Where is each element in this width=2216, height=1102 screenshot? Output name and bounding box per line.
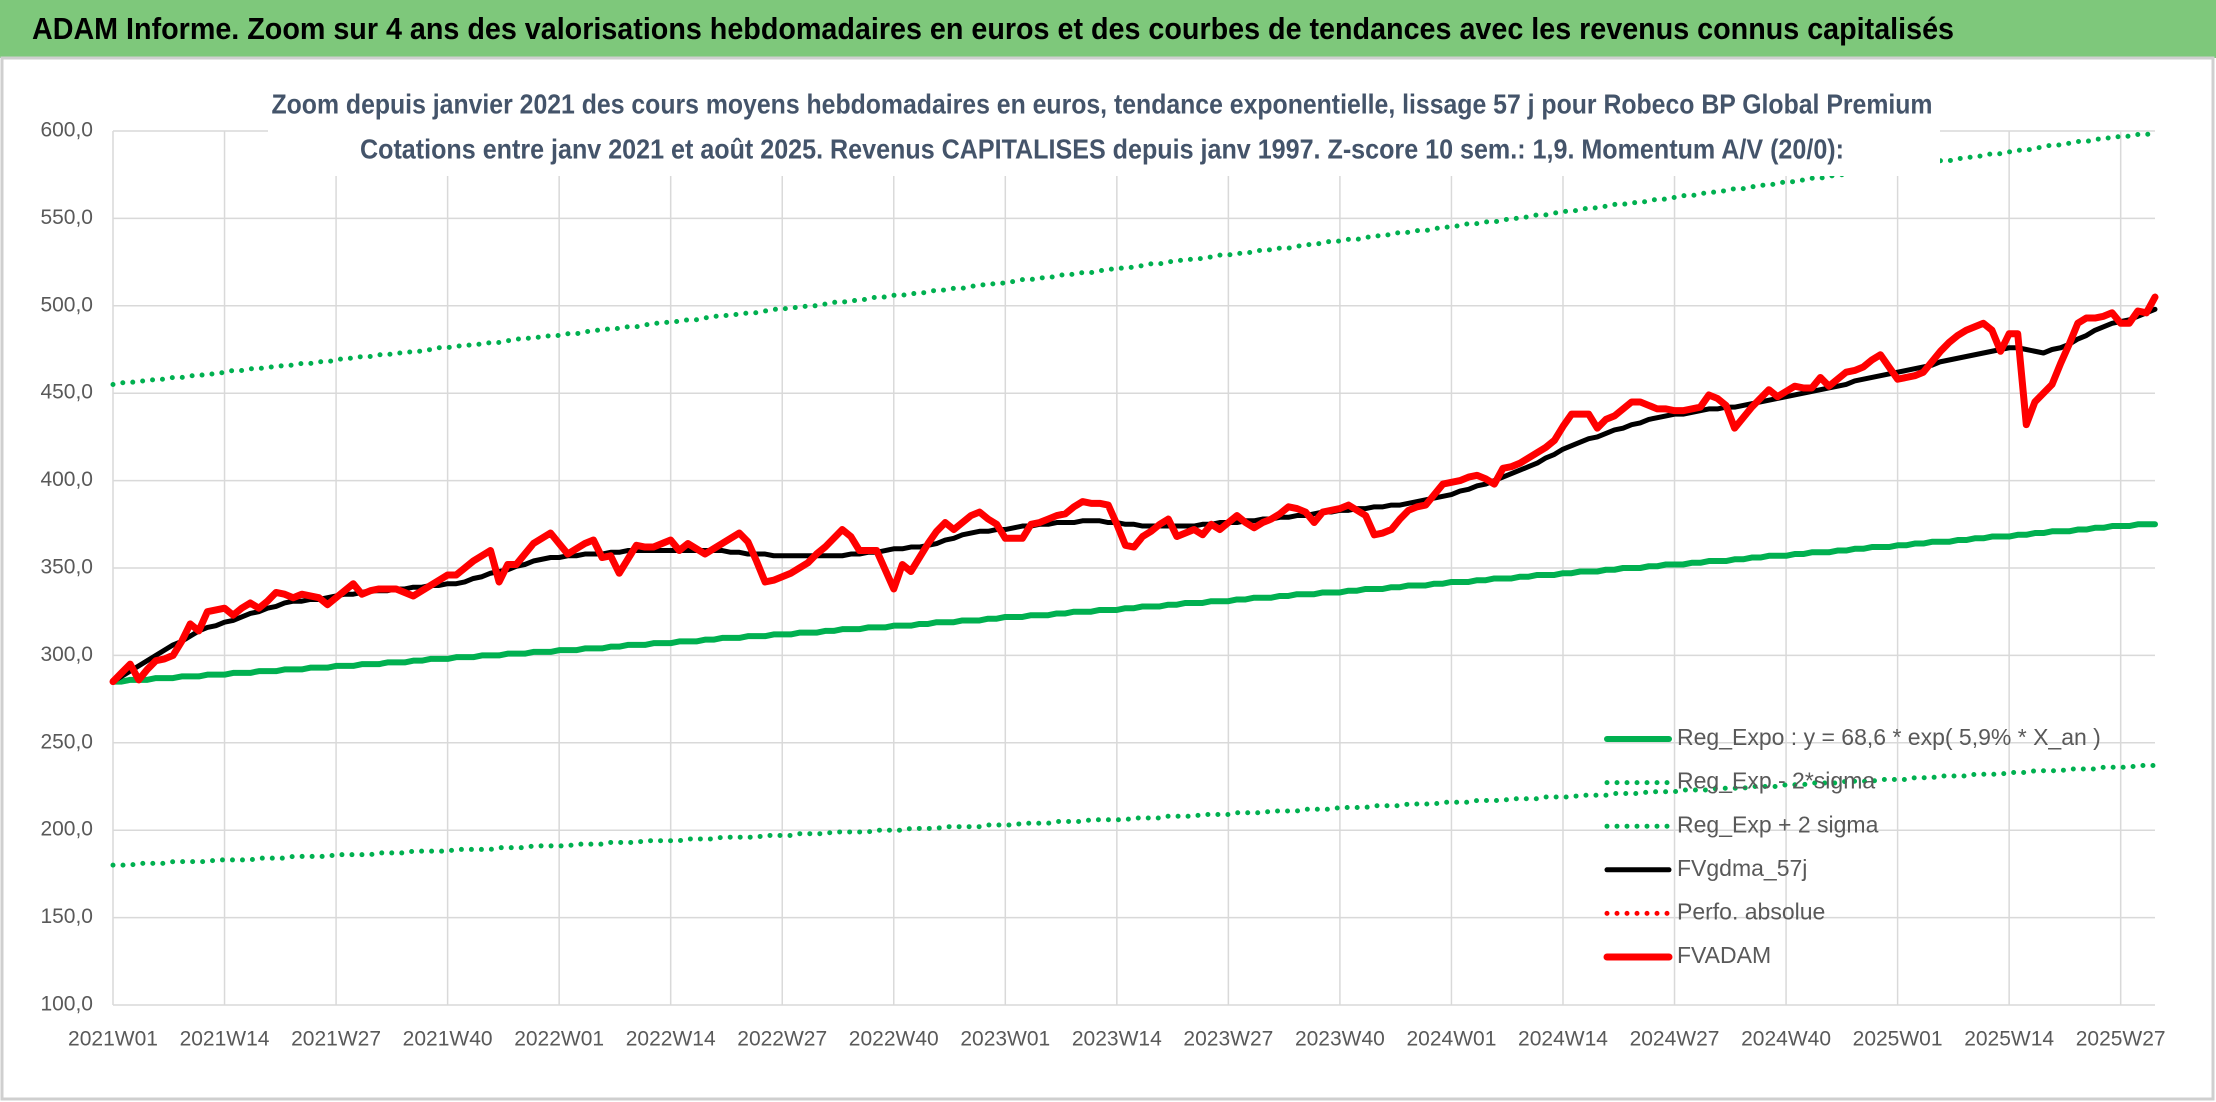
x-tick-label: 2025W14 bbox=[1964, 1028, 2054, 1051]
series-line bbox=[109, 293, 2159, 686]
y-tick-label: 400,0 bbox=[40, 468, 93, 491]
x-tick-label: 2022W40 bbox=[849, 1028, 939, 1051]
x-tick-label: 2021W01 bbox=[68, 1028, 158, 1051]
x-tick-label: 2023W01 bbox=[960, 1028, 1050, 1051]
legend-label: FVgdma_57j bbox=[1677, 855, 1807, 881]
series-line bbox=[110, 763, 2158, 868]
y-tick-label: 150,0 bbox=[40, 905, 93, 928]
y-tick-label: 100,0 bbox=[40, 993, 93, 1016]
x-tick-label: 2024W40 bbox=[1741, 1028, 1831, 1051]
x-tick-label: 2024W01 bbox=[1407, 1028, 1497, 1051]
series-line bbox=[110, 306, 2158, 685]
x-tick-label: 2021W27 bbox=[291, 1028, 381, 1051]
y-tick-label: 500,0 bbox=[40, 293, 93, 316]
chart-title: Zoom depuis janvier 2021 des cours moyen… bbox=[272, 88, 1933, 119]
x-tick-label: 2024W14 bbox=[1518, 1028, 1608, 1051]
legend-label: Reg_Exp - 2*sigma bbox=[1677, 768, 1875, 794]
chart-subtitle: Cotations entre janv 2021 et août 2025. … bbox=[360, 133, 1844, 164]
y-tick-label: 550,0 bbox=[40, 206, 93, 229]
x-tick-label: 2022W01 bbox=[514, 1028, 604, 1051]
y-tick-label: 450,0 bbox=[40, 381, 93, 404]
x-tick-label: 2021W14 bbox=[180, 1028, 270, 1051]
legend-label: FVADAM bbox=[1677, 942, 1771, 968]
x-tick-label: 2021W40 bbox=[403, 1028, 493, 1051]
y-tick-label: 600,0 bbox=[40, 119, 93, 142]
x-tick-label: 2023W14 bbox=[1072, 1028, 1162, 1051]
legend-label: Reg_Exp + 2 sigma bbox=[1677, 811, 1879, 837]
legend-label: Perfo. absolue bbox=[1677, 898, 1825, 924]
y-tick-label: 350,0 bbox=[40, 556, 93, 579]
series-line bbox=[110, 521, 2158, 685]
banner-title: ADAM Informe. Zoom sur 4 ans des valoris… bbox=[32, 11, 1954, 46]
chart-frame bbox=[0, 56, 2215, 1101]
x-tick-label: 2023W40 bbox=[1295, 1028, 1385, 1051]
x-tick-label: 2025W01 bbox=[1853, 1028, 1943, 1051]
series-line bbox=[110, 130, 2158, 387]
y-tick-label: 200,0 bbox=[40, 818, 93, 841]
x-tick-label: 2025W27 bbox=[2076, 1028, 2166, 1051]
legend-label: Reg_Expo : y = 68,6 * exp( 5,9% * X_an ) bbox=[1677, 724, 2101, 750]
x-tick-label: 2024W27 bbox=[1630, 1028, 1720, 1051]
y-tick-label: 300,0 bbox=[40, 643, 93, 666]
title-box bbox=[268, 84, 1940, 176]
x-tick-label: 2022W27 bbox=[737, 1028, 827, 1051]
x-tick-label: 2023W27 bbox=[1183, 1028, 1273, 1051]
y-tick-label: 250,0 bbox=[40, 730, 93, 753]
banner bbox=[0, 0, 2216, 58]
x-tick-label: 2022W14 bbox=[626, 1028, 716, 1051]
